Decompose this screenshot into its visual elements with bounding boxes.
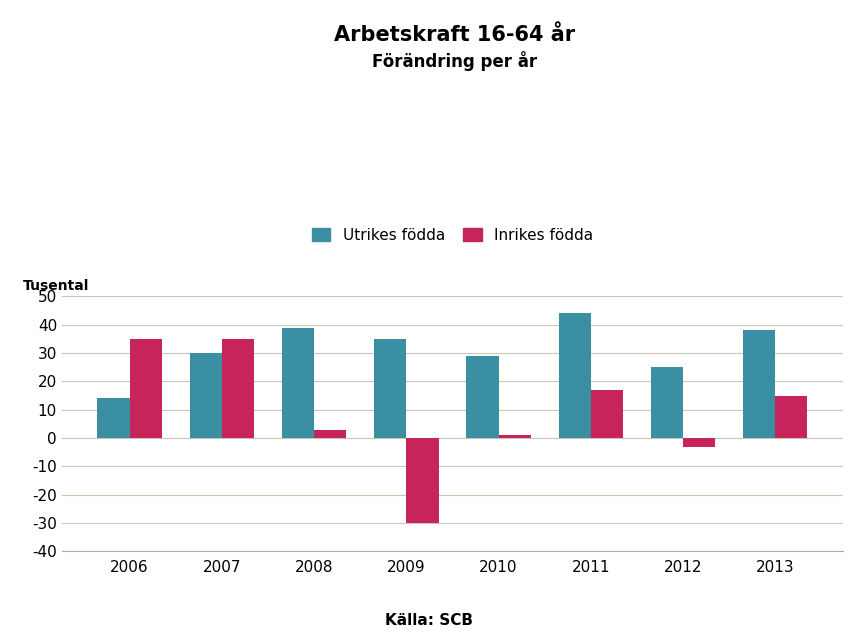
Bar bbox=[314, 429, 347, 438]
Bar bbox=[374, 339, 407, 438]
Bar bbox=[498, 435, 531, 438]
Bar bbox=[743, 331, 776, 438]
Text: Förändring per år: Förändring per år bbox=[372, 51, 537, 71]
Bar bbox=[650, 367, 683, 438]
Text: Källa: SCB: Källa: SCB bbox=[385, 613, 473, 628]
Bar bbox=[683, 438, 716, 447]
Bar bbox=[130, 339, 162, 438]
Bar bbox=[466, 356, 498, 438]
Bar bbox=[281, 328, 314, 438]
Bar bbox=[407, 438, 438, 523]
Bar bbox=[222, 339, 254, 438]
Bar bbox=[190, 353, 222, 438]
Bar bbox=[591, 390, 623, 438]
Bar bbox=[98, 399, 130, 438]
Bar bbox=[776, 395, 807, 438]
Bar bbox=[559, 313, 591, 438]
Text: Tusental: Tusental bbox=[23, 279, 90, 293]
Text: Arbetskraft 16-64 år: Arbetskraft 16-64 år bbox=[334, 25, 576, 46]
Legend: Utrikes födda, Inrikes födda: Utrikes födda, Inrikes födda bbox=[312, 228, 593, 243]
